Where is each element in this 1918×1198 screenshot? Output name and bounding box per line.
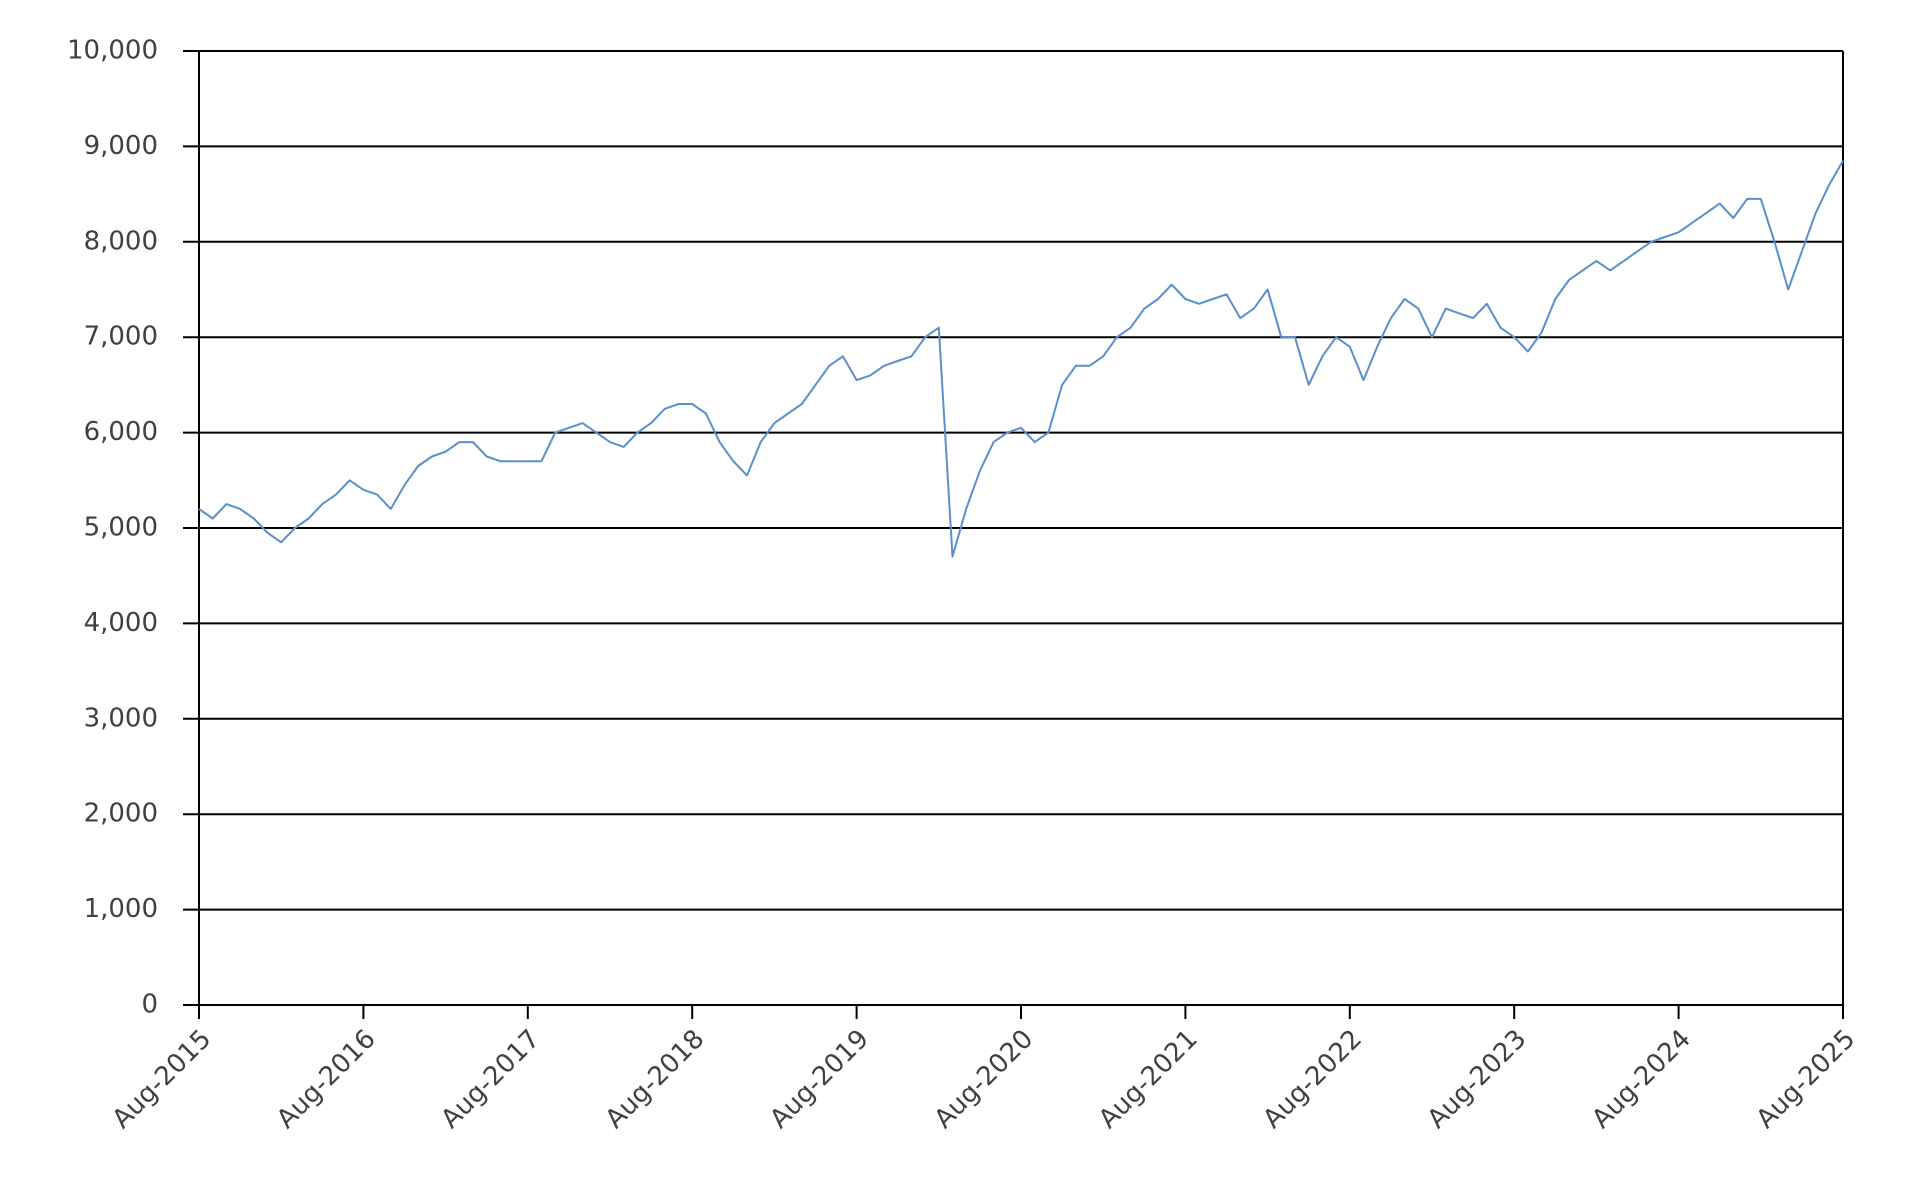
x-tick-label: Aug-2025 bbox=[1751, 1024, 1862, 1135]
x-tick-label: Aug-2016 bbox=[271, 1024, 382, 1135]
x-tick-label: Aug-2022 bbox=[1258, 1024, 1369, 1135]
x-tick-label: Aug-2021 bbox=[1093, 1024, 1204, 1135]
y-tick-label: 10,000 bbox=[67, 36, 158, 66]
y-tick-label: 4,000 bbox=[84, 608, 158, 638]
x-tick-label: Aug-2018 bbox=[600, 1024, 711, 1135]
x-tick-label: Aug-2024 bbox=[1586, 1024, 1697, 1135]
x-tick-label: Aug-2023 bbox=[1422, 1024, 1533, 1135]
y-tick-label: 1,000 bbox=[84, 894, 158, 924]
x-tick-label: Aug-2015 bbox=[107, 1024, 218, 1135]
data-line bbox=[198, 160, 1844, 558]
y-tick-label: 5,000 bbox=[84, 513, 158, 543]
x-tick-label: Aug-2017 bbox=[436, 1024, 547, 1135]
y-tick-label: 7,000 bbox=[84, 322, 158, 352]
x-tick-label: Aug-2019 bbox=[764, 1024, 875, 1135]
y-tick-label: 9,000 bbox=[84, 131, 158, 161]
y-tick-label: 8,000 bbox=[84, 226, 158, 256]
y-tick-label: 3,000 bbox=[84, 703, 158, 733]
y-tick-label: 2,000 bbox=[84, 799, 158, 829]
y-tick-label: 6,000 bbox=[84, 417, 158, 447]
y-tick-label: 0 bbox=[141, 990, 158, 1020]
x-tick-label: Aug-2020 bbox=[929, 1024, 1040, 1135]
